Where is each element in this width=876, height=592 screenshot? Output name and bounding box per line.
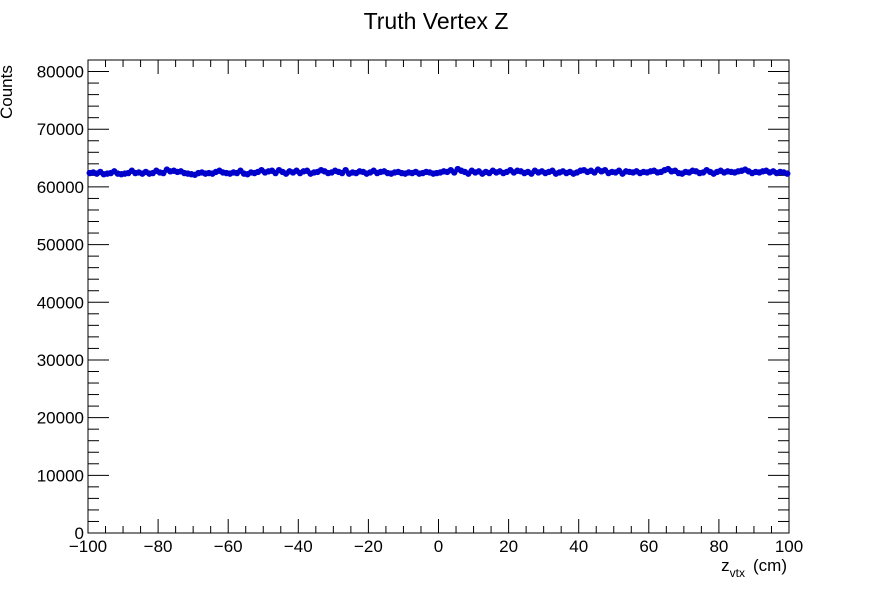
x-tick-label: 40 [569,537,588,556]
x-tick-label: 60 [639,537,658,556]
data-point [784,170,791,177]
x-axis: −100 −80 −60 −40 −20 0 20 40 60 80 100 [69,60,803,556]
x-tick-label: 100 [775,537,803,556]
plot-frame [87,59,790,534]
data-series [86,165,791,178]
y-axis-label: Counts [0,65,16,119]
y-tick-label: 40000 [37,293,84,312]
x-tick-label: 20 [499,537,518,556]
x-axis-label-sub: vtx [730,566,745,580]
x-tick-label: −60 [214,537,243,556]
y-axis: 0 10000 20000 30000 40000 50000 60000 70000 8000… [37,59,789,543]
x-axis-label-unit: (cm) [753,556,787,575]
y-tick-label: 70000 [37,120,84,139]
x-tick-label: −100 [69,537,107,556]
y-tick-label: 30000 [37,351,84,370]
y-tick-label: 80000 [37,63,84,82]
x-tick-label: −40 [284,537,313,556]
x-axis-label: zvtx (cm) [721,556,787,580]
y-tick-label: 60000 [37,178,84,197]
y-tick-label: 10000 [37,466,84,485]
x-tick-label: 80 [709,537,728,556]
y-tick-label: 50000 [37,236,84,255]
chart-title: Truth Vertex Z [364,8,509,34]
x-axis-label-main: z [721,556,730,575]
x-tick-label: −20 [354,537,383,556]
x-tick-label: −80 [144,537,173,556]
y-tick-label: 20000 [37,409,84,428]
x-tick-label: 0 [434,537,443,556]
y-tick-label: 0 [75,524,84,543]
